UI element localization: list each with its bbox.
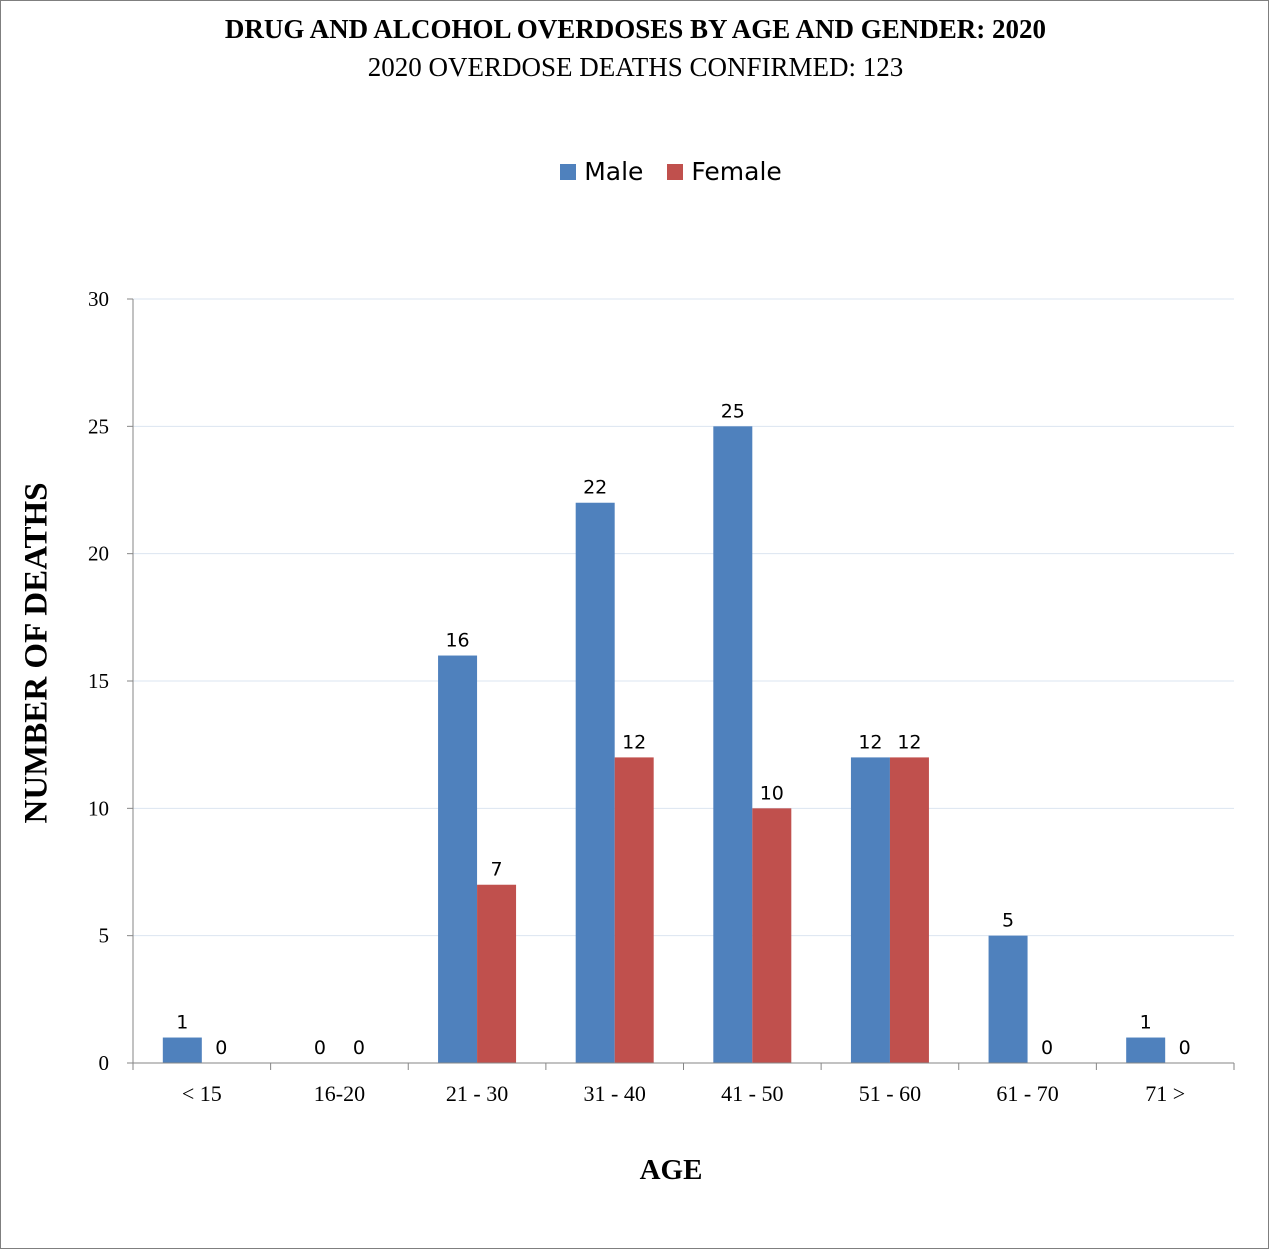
bar-female bbox=[477, 884, 517, 1063]
bar-male bbox=[713, 426, 753, 1063]
x-tick-label: 41 - 50 bbox=[721, 1081, 783, 1106]
legend-swatch-female bbox=[667, 163, 684, 180]
legend-item-female: Female bbox=[667, 157, 782, 186]
y-tick-label: 30 bbox=[88, 287, 109, 311]
data-label: 10 bbox=[760, 782, 784, 804]
y-tick-label: 25 bbox=[88, 414, 109, 438]
bar-male bbox=[1126, 1037, 1166, 1063]
bar-male bbox=[438, 655, 478, 1063]
bar-male bbox=[850, 757, 890, 1063]
bar-female bbox=[752, 808, 792, 1063]
chart-subtitle: 2020 OVERDOSE DEATHS CONFIRMED: 123 bbox=[367, 52, 904, 82]
y-tick-label: 5 bbox=[99, 924, 110, 948]
x-tick-label: 61 - 70 bbox=[996, 1081, 1058, 1106]
data-label: 1 bbox=[176, 1012, 188, 1034]
data-label: 7 bbox=[491, 859, 503, 881]
chart-title: DRUG AND ALCOHOL OVERDOSES BY AGE AND GE… bbox=[224, 14, 1047, 44]
bar-female bbox=[889, 757, 929, 1063]
y-tick-label: 10 bbox=[88, 796, 109, 820]
data-label: 0 bbox=[353, 1037, 365, 1059]
data-label: 25 bbox=[721, 400, 745, 422]
bar-male bbox=[575, 502, 615, 1063]
bar-male bbox=[988, 935, 1028, 1063]
x-axis-title: AGE bbox=[639, 1154, 703, 1186]
legend-swatch-male bbox=[560, 163, 577, 180]
legend: Male Female bbox=[0, 157, 1271, 186]
y-axis-title: NUMBER OF DEATHS bbox=[18, 482, 55, 824]
y-tick-label: 20 bbox=[88, 542, 109, 566]
legend-label-male: Male bbox=[584, 157, 644, 186]
x-tick-label: < 15 bbox=[182, 1081, 222, 1106]
data-label: 0 bbox=[1179, 1037, 1191, 1059]
data-label: 5 bbox=[1002, 910, 1014, 932]
data-label: 0 bbox=[314, 1037, 326, 1059]
legend-item-male: Male bbox=[560, 157, 643, 186]
x-tick-label: 71 > bbox=[1145, 1081, 1185, 1106]
y-tick-label: 15 bbox=[88, 669, 109, 693]
data-label: 0 bbox=[1041, 1037, 1053, 1059]
x-tick-label: 16-20 bbox=[314, 1081, 365, 1106]
data-label: 22 bbox=[583, 477, 607, 499]
data-label: 12 bbox=[897, 731, 921, 753]
bar-male bbox=[162, 1037, 202, 1063]
legend-label-female: Female bbox=[691, 157, 782, 186]
bar-female bbox=[614, 757, 654, 1063]
data-label: 12 bbox=[622, 731, 646, 753]
y-tick-label: 0 bbox=[99, 1051, 110, 1075]
data-label: 0 bbox=[215, 1037, 227, 1059]
x-tick-label: 31 - 40 bbox=[584, 1081, 646, 1106]
x-tick-label: 21 - 30 bbox=[446, 1081, 508, 1106]
data-label: 12 bbox=[858, 731, 882, 753]
x-tick-label: 51 - 60 bbox=[859, 1081, 921, 1106]
data-label: 1 bbox=[1140, 1012, 1152, 1034]
data-label: 16 bbox=[445, 630, 469, 652]
